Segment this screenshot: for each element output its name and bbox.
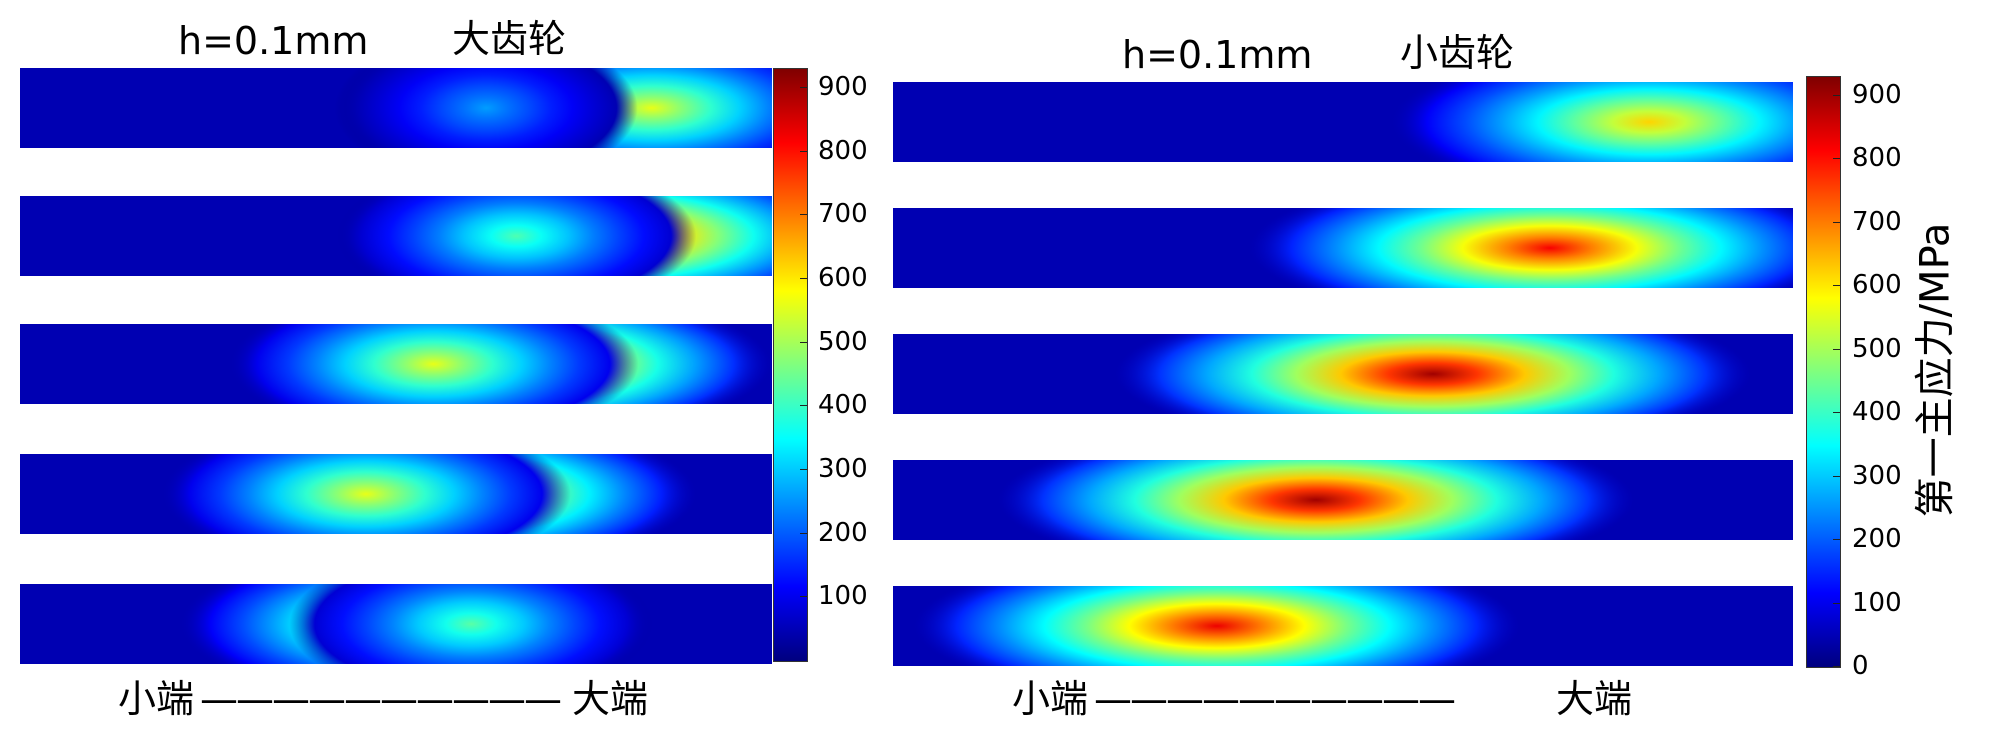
colorbar-label: 第一主应力/MPa (1911, 222, 1958, 518)
stress-hotspot (1115, 334, 1751, 414)
heatmap-strip-plot (20, 584, 772, 664)
heatmap-strip (20, 454, 772, 534)
axis-label-small-end: 小端 (1012, 677, 1089, 721)
heatmap-strip-plot (20, 196, 772, 276)
heatmap-strip (893, 334, 1793, 414)
stress-hotspot (336, 196, 697, 276)
colorbar-tick-mark (1833, 285, 1840, 287)
heatmap-strip-plot (893, 82, 1793, 162)
colorbar (773, 68, 808, 662)
colorbar-tick-label: 500 (1852, 333, 1902, 364)
stress-hotspot (334, 68, 638, 148)
panel-param: h=0.1mm (178, 19, 369, 63)
heatmap-strip (893, 208, 1793, 288)
heatmap-strip (893, 82, 1793, 162)
heatmap-strip-plot (893, 208, 1793, 288)
axis-label-small-end: 小端 (118, 677, 195, 721)
panel-param: h=0.1mm (1122, 33, 1313, 77)
stress-hotspot (998, 460, 1634, 540)
colorbar-tick-label: 900 (818, 72, 868, 103)
heatmap-strip-plot (20, 324, 772, 404)
panel-title: 大齿轮 (452, 17, 567, 61)
colorbar-tick-mark (1833, 158, 1840, 160)
colorbar-tick-mark (800, 532, 807, 534)
colorbar-tick-label: 800 (1852, 143, 1902, 174)
colorbar-tick-label: 500 (818, 326, 868, 357)
stress-hotspot (914, 586, 1520, 666)
gear-panel-large: h=0.1mm 大齿轮 100 200 300 400 500 600 700 800 900 … (0, 0, 960, 736)
heatmap-strip-plot (20, 454, 772, 534)
colorbar-tick-label: 400 (818, 390, 868, 421)
colorbar-tick-mark (800, 214, 807, 216)
colorbar-tick-mark (1833, 666, 1840, 667)
colorbar (1806, 76, 1841, 668)
colorbar-tick-label: 300 (1852, 460, 1902, 491)
colorbar-tick-mark (1833, 95, 1840, 97)
colorbar-tick-label: 200 (818, 517, 868, 548)
colorbar-tick-label: 900 (1852, 80, 1902, 111)
colorbar-tick-mark (800, 341, 807, 343)
heatmap-strip (893, 460, 1793, 540)
heatmap-strip-plot (20, 68, 772, 148)
axis-rule: —————————— (1094, 677, 1456, 721)
heatmap-strip (20, 324, 772, 404)
colorbar-tick-label: 400 (1852, 397, 1902, 428)
stress-hotspot (1249, 208, 1793, 288)
colorbar-tick-label: 700 (818, 199, 868, 230)
stress-hotspot (161, 454, 571, 534)
colorbar-tick-label: 100 (1852, 587, 1902, 618)
heatmap-strip (20, 584, 772, 664)
colorbar-tick-mark (1833, 412, 1840, 414)
colorbar-tick-mark (1833, 221, 1840, 223)
axis-label-large-end: 大端 (572, 677, 649, 721)
axis-label-large-end: 大端 (1556, 677, 1633, 721)
colorbar-tick-label: 200 (1852, 524, 1902, 555)
colorbar-tick-label: 100 (818, 581, 868, 612)
colorbar-tick-label: 800 (818, 135, 868, 166)
stress-hotspot (228, 324, 639, 404)
colorbar-tick-mark (800, 278, 807, 280)
heatmap-strip (20, 68, 772, 148)
heatmap-strip-plot (893, 460, 1793, 540)
colorbar-tick-label: 0 (1852, 651, 1869, 681)
panel-title: 小齿轮 (1400, 31, 1515, 75)
colorbar-tick-mark (800, 469, 807, 471)
colorbar-tick-mark (800, 150, 807, 152)
colorbar-tick-mark (1833, 348, 1840, 350)
colorbar-tick-mark (1833, 475, 1840, 477)
heatmap-strip (893, 586, 1793, 666)
heatmap-strip-plot (893, 586, 1793, 666)
colorbar-tick-label: 300 (818, 454, 868, 485)
axis-rule: —————————— (200, 677, 562, 721)
stress-hotspot (289, 584, 653, 664)
colorbar-tick-label: 700 (1852, 206, 1902, 237)
colorbar-tick-mark (1833, 539, 1840, 541)
colorbar-tick-mark (800, 87, 807, 89)
colorbar-tick-label: 600 (1852, 270, 1902, 301)
colorbar-tick-mark (800, 405, 807, 407)
colorbar-tick-label: 600 (818, 263, 868, 294)
stress-hotspot (1391, 82, 1793, 162)
heatmap-strip-plot (893, 334, 1793, 414)
heatmap-strip (20, 196, 772, 276)
colorbar-tick-mark (1833, 602, 1840, 604)
colorbar-tick-mark (800, 596, 807, 598)
